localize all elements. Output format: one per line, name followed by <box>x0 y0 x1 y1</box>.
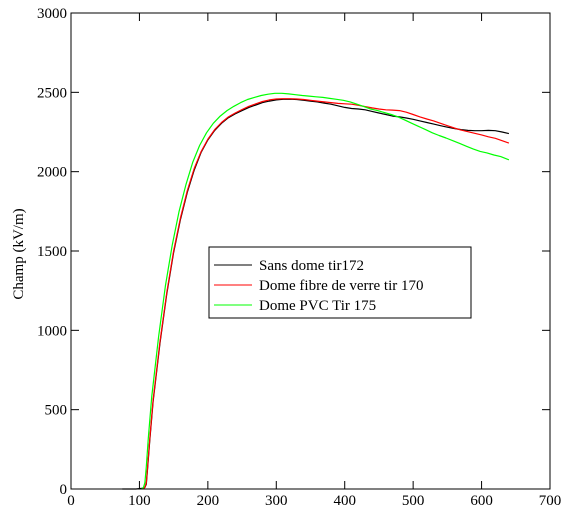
y-tick-label: 2000 <box>37 165 67 181</box>
x-tick-label: 200 <box>197 493 220 509</box>
x-tick-label: 300 <box>265 493 288 509</box>
x-tick-label: 700 <box>539 493 562 509</box>
y-tick-label: 2500 <box>37 85 67 101</box>
y-tick-label: 1500 <box>37 244 67 260</box>
x-tick-label: 0 <box>67 493 75 509</box>
legend-label-fibre-de-verre: Dome fibre de verre tir 170 <box>259 278 424 294</box>
x-tick-label: 100 <box>128 493 151 509</box>
x-tick-label: 600 <box>470 493 493 509</box>
y-tick-label: 3000 <box>37 6 67 22</box>
y-tick-label: 500 <box>45 403 68 419</box>
y-axis-label: Champ (kV/m) <box>11 208 27 299</box>
legend: Sans dome tir172 Dome fibre de verre tir… <box>209 247 471 318</box>
y-tick-label: 0 <box>60 482 68 498</box>
legend-label-sans-dome: Sans dome tir172 <box>259 258 364 274</box>
x-tick-label: 500 <box>402 493 425 509</box>
x-tick-label: 400 <box>333 493 356 509</box>
y-tick-label: 1000 <box>37 323 67 339</box>
legend-label-pvc: Dome PVC Tir 175 <box>259 298 376 314</box>
